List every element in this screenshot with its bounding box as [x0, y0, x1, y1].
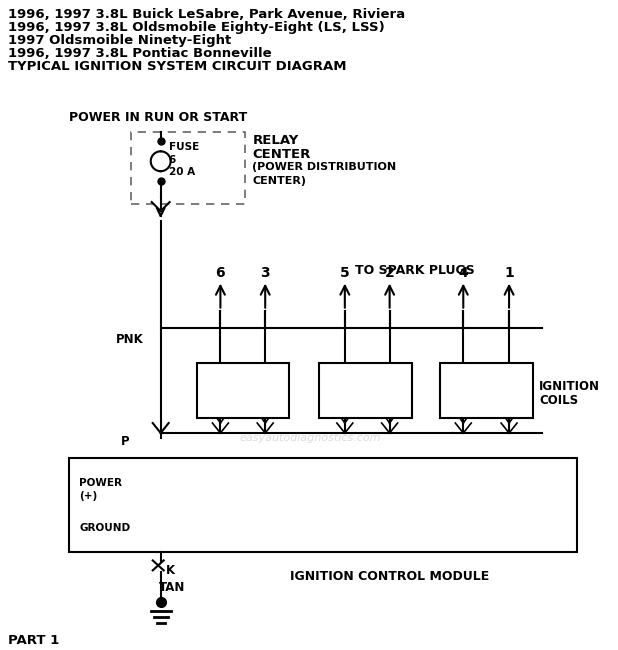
Text: 3: 3 — [260, 266, 270, 280]
Text: 1: 1 — [504, 266, 514, 280]
Text: IGNITION CONTROL MODULE: IGNITION CONTROL MODULE — [290, 570, 489, 583]
Text: 1996, 1997 3.8L Oldsmobile Eighty-Eight (LS, LSS): 1996, 1997 3.8L Oldsmobile Eighty-Eight … — [9, 21, 385, 34]
Bar — [319, 363, 412, 418]
Text: RELAY: RELAY — [252, 135, 298, 148]
Text: K: K — [166, 564, 175, 577]
Text: 1996, 1997 3.8L Buick LeSabre, Park Avenue, Riviera: 1996, 1997 3.8L Buick LeSabre, Park Aven… — [9, 8, 405, 21]
Text: easyautodiagnostics.com: easyautodiagnostics.com — [239, 433, 381, 443]
Text: 1997 Oldsmoible Ninety-Eight: 1997 Oldsmoible Ninety-Eight — [9, 34, 232, 47]
Text: (POWER DISTRIBUTION: (POWER DISTRIBUTION — [252, 162, 396, 172]
Text: 5: 5 — [340, 266, 350, 280]
Text: 2: 2 — [385, 266, 394, 280]
Text: PNK: PNK — [116, 333, 143, 346]
Text: TYPICAL IGNITION SYSTEM CIRCUIT DIAGRAM: TYPICAL IGNITION SYSTEM CIRCUIT DIAGRAM — [9, 60, 347, 73]
Bar — [197, 363, 289, 418]
Text: TO SPARK PLUGS: TO SPARK PLUGS — [355, 264, 475, 277]
Text: P: P — [121, 435, 130, 448]
Bar — [131, 133, 245, 204]
Text: IGNITION: IGNITION — [539, 380, 600, 393]
Text: CENTER): CENTER) — [252, 176, 307, 186]
Bar — [441, 363, 533, 418]
Text: 6: 6 — [169, 155, 176, 165]
Text: FUSE: FUSE — [169, 142, 199, 152]
Text: 20 A: 20 A — [169, 167, 195, 177]
Text: 4: 4 — [459, 266, 468, 280]
Text: GROUND: GROUND — [79, 523, 130, 532]
Text: 6: 6 — [216, 266, 225, 280]
Text: TAN: TAN — [159, 581, 185, 594]
Text: 1996, 1997 3.8L Pontiac Bonneville: 1996, 1997 3.8L Pontiac Bonneville — [9, 47, 272, 60]
Bar — [69, 458, 577, 552]
Text: PART 1: PART 1 — [9, 634, 60, 647]
Text: POWER IN RUN OR START: POWER IN RUN OR START — [69, 112, 247, 125]
Text: COILS: COILS — [539, 394, 578, 407]
Text: CENTER: CENTER — [252, 148, 311, 161]
Text: (+): (+) — [79, 491, 97, 500]
Text: POWER: POWER — [79, 478, 122, 488]
